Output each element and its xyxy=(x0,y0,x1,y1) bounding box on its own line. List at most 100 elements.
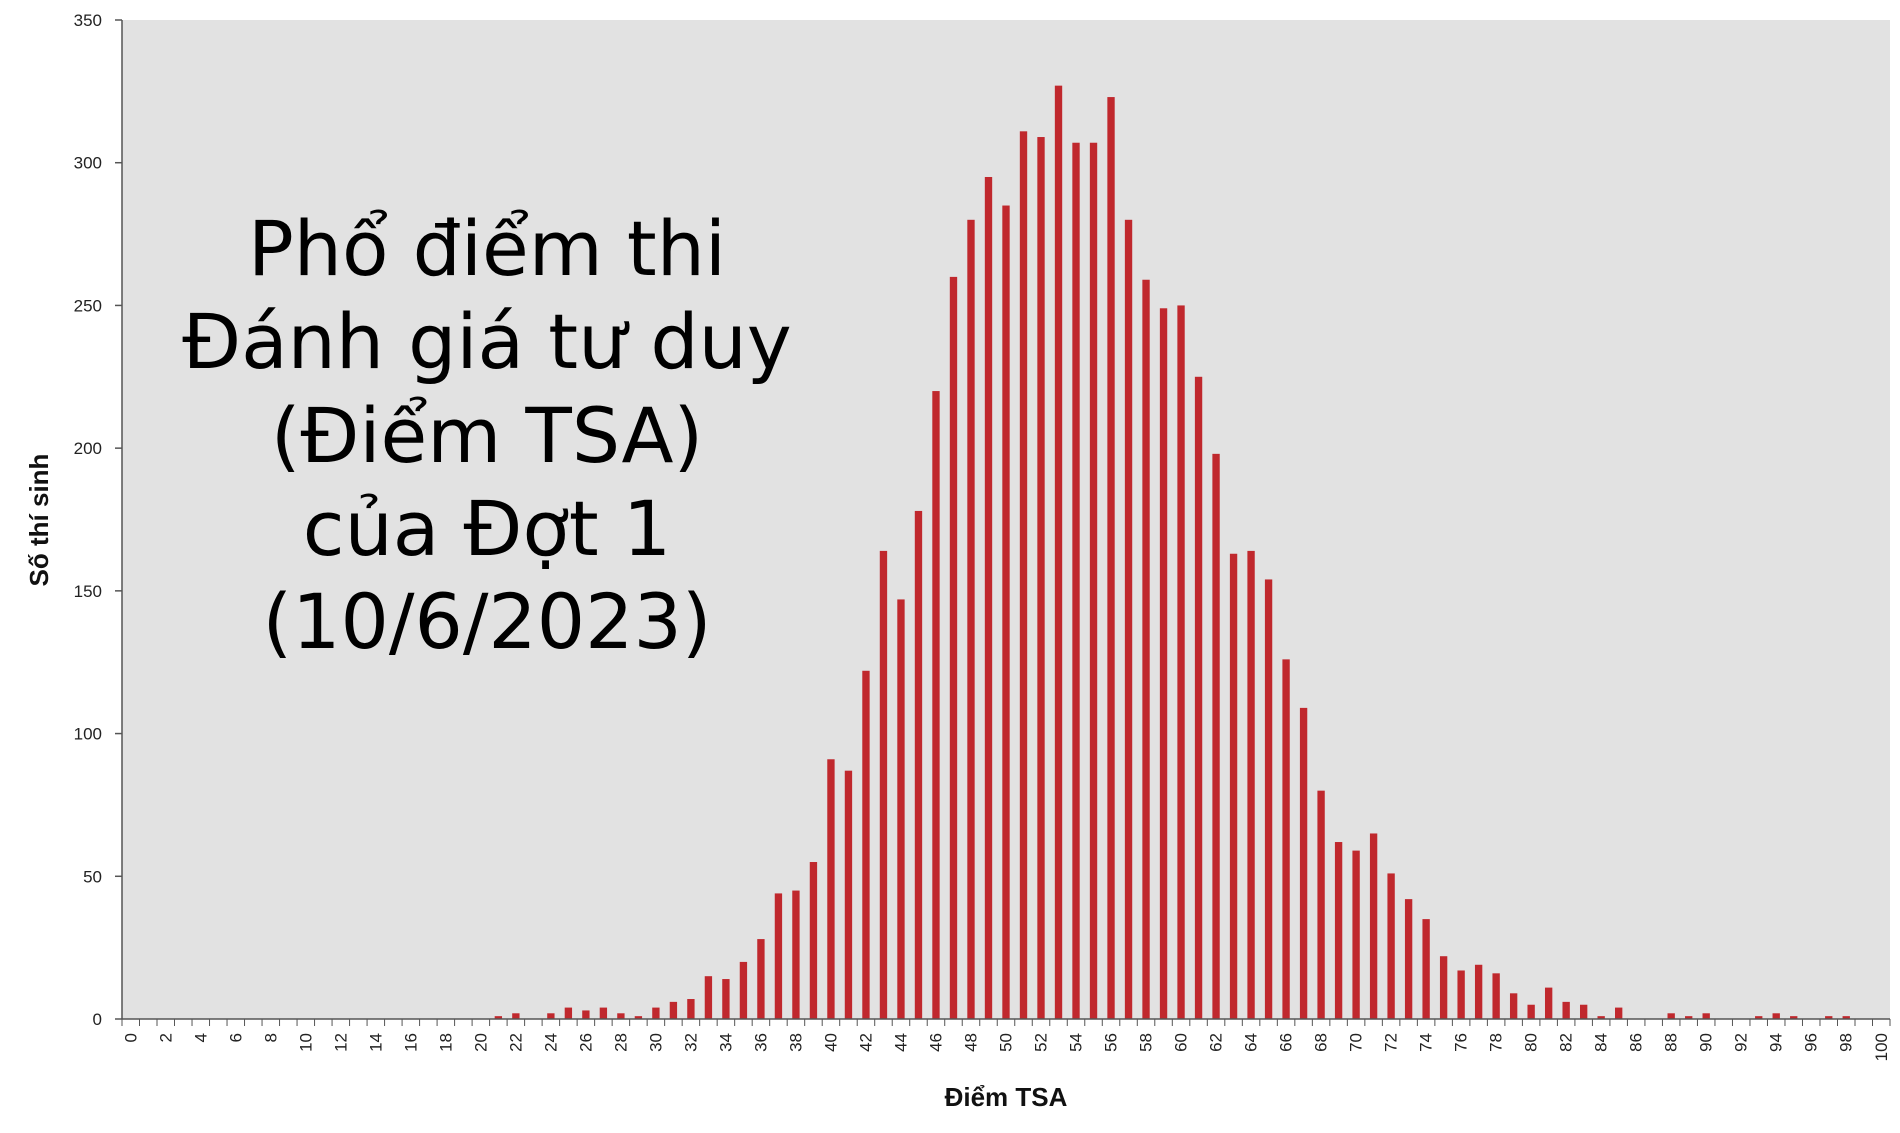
bar-26 xyxy=(582,1010,590,1019)
x-tick-label-24: 24 xyxy=(541,1033,560,1052)
bar-73 xyxy=(1404,899,1413,1019)
x-tick-label-18: 18 xyxy=(436,1033,455,1052)
y-axis-title: Số thí sinh xyxy=(24,454,54,587)
x-tick-label-72: 72 xyxy=(1382,1033,1401,1052)
x-tick-label-86: 86 xyxy=(1627,1033,1646,1052)
chart-title-line-3: (Điểm TSA) xyxy=(271,391,703,480)
bar-50 xyxy=(1002,205,1010,1019)
bar-93 xyxy=(1755,1016,1763,1019)
y-axis: 0 50 100 150 200 250 300 350 xyxy=(74,11,123,1029)
x-tick-label-52: 52 xyxy=(1032,1033,1051,1052)
x-tick-label-46: 46 xyxy=(926,1033,945,1052)
bar-61 xyxy=(1194,376,1203,1019)
bar-63 xyxy=(1229,553,1238,1019)
bar-55 xyxy=(1089,142,1098,1020)
x-tick-label-16: 16 xyxy=(401,1033,420,1052)
x-tick-label-20: 20 xyxy=(471,1033,490,1052)
bar-79 xyxy=(1509,993,1518,1019)
bar-76 xyxy=(1457,970,1465,1019)
bar-97 xyxy=(1825,1016,1833,1019)
bar-58 xyxy=(1142,279,1150,1019)
x-tick-label-74: 74 xyxy=(1417,1033,1436,1052)
y-tick-label-300: 300 xyxy=(74,154,102,173)
bar-37 xyxy=(774,893,783,1019)
bar-60 xyxy=(1177,305,1185,1019)
x-tick-label-60: 60 xyxy=(1172,1033,1191,1052)
bar-59 xyxy=(1159,308,1168,1019)
bar-72 xyxy=(1387,873,1395,1019)
bar-94 xyxy=(1772,1013,1780,1019)
x-axis-title: Điểm TSA xyxy=(945,1082,1068,1112)
x-tick-label-54: 54 xyxy=(1067,1033,1086,1052)
x-axis: 0 2 4 6 8 10 12 14 16 18 20 22 24 26 28 30 32 34 36 38 40 42 4… xyxy=(121,1018,1891,1061)
x-tick-label-76: 76 xyxy=(1452,1033,1471,1052)
y-tick-label-200: 200 xyxy=(74,439,102,458)
bar-88 xyxy=(1667,1013,1675,1019)
bar-42 xyxy=(862,670,870,1019)
x-tick-label-84: 84 xyxy=(1592,1033,1611,1052)
bar-62 xyxy=(1212,453,1220,1020)
bar-38 xyxy=(792,890,800,1019)
bar-24 xyxy=(547,1013,555,1019)
x-tick-label-6: 6 xyxy=(226,1033,245,1042)
bar-70 xyxy=(1352,850,1360,1019)
bar-30 xyxy=(652,1007,660,1019)
x-tick-label-90: 90 xyxy=(1697,1033,1716,1052)
bar-66 xyxy=(1282,659,1290,1019)
bar-75 xyxy=(1439,956,1448,1019)
bar-39 xyxy=(809,862,818,1019)
x-tick-label-58: 58 xyxy=(1137,1033,1156,1052)
x-tick-label-22: 22 xyxy=(506,1033,525,1052)
x-tick-label-50: 50 xyxy=(997,1033,1016,1052)
bar-46 xyxy=(932,391,940,1019)
x-tick-label-40: 40 xyxy=(821,1033,840,1052)
x-tick-label-38: 38 xyxy=(786,1033,805,1052)
bar-53 xyxy=(1054,85,1063,1019)
bar-74 xyxy=(1422,919,1430,1019)
bar-31 xyxy=(669,1001,678,1019)
bar-44 xyxy=(897,599,905,1019)
y-tick-label-150: 150 xyxy=(74,582,102,601)
bar-71 xyxy=(1369,833,1378,1019)
bar-51 xyxy=(1019,131,1028,1019)
bar-83 xyxy=(1579,1004,1588,1019)
bar-85 xyxy=(1615,1007,1623,1019)
chart-title-line-4: của Đợt 1 xyxy=(303,484,671,573)
bar-49 xyxy=(984,176,993,1020)
x-tick-label-30: 30 xyxy=(646,1033,665,1052)
bar-29 xyxy=(634,1016,643,1019)
x-tick-label-88: 88 xyxy=(1662,1033,1681,1052)
x-tick-label-44: 44 xyxy=(891,1033,910,1052)
bar-32 xyxy=(687,999,695,1019)
x-tick-label-12: 12 xyxy=(331,1033,350,1052)
bar-22 xyxy=(512,1013,520,1019)
bar-95 xyxy=(1790,1016,1798,1019)
bar-98 xyxy=(1842,1016,1850,1019)
x-tick-label-26: 26 xyxy=(576,1033,595,1052)
bar-52 xyxy=(1037,137,1045,1019)
bar-82 xyxy=(1562,1001,1570,1019)
bar-56 xyxy=(1107,97,1115,1019)
bar-64 xyxy=(1247,550,1255,1019)
bar-35 xyxy=(739,961,748,1019)
bar-80 xyxy=(1527,1004,1535,1019)
bar-33 xyxy=(704,976,713,1019)
x-tick-label-10: 10 xyxy=(296,1033,315,1052)
x-tick-label-2: 2 xyxy=(156,1033,175,1042)
chart-title-line-1: Phổ điểm thi xyxy=(248,204,726,293)
bar-84 xyxy=(1597,1016,1605,1019)
x-tick-label-92: 92 xyxy=(1732,1033,1751,1052)
x-tick-label-70: 70 xyxy=(1347,1033,1366,1052)
bar-41 xyxy=(844,770,853,1019)
x-tick-label-48: 48 xyxy=(961,1033,980,1052)
x-tick-label-4: 4 xyxy=(191,1033,210,1042)
x-tick-label-82: 82 xyxy=(1557,1033,1576,1052)
y-tick-label-50: 50 xyxy=(83,867,102,886)
y-tick-label-100: 100 xyxy=(74,725,102,744)
x-tick-label-0: 0 xyxy=(121,1033,140,1042)
bar-81 xyxy=(1544,987,1553,1019)
x-tick-label-34: 34 xyxy=(716,1033,735,1052)
